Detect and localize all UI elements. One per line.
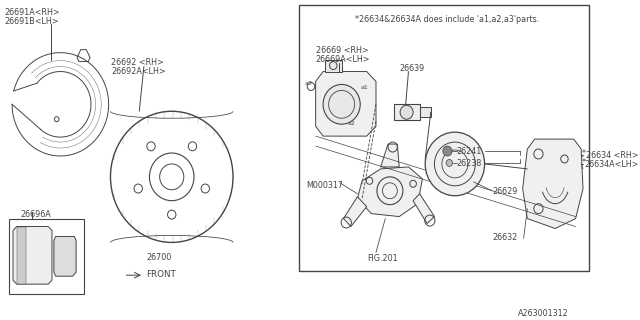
Bar bbox=[325, 60, 342, 72]
Text: *26634&26634A does include 'a1,a2,a3'parts.: *26634&26634A does include 'a1,a2,a3'par… bbox=[355, 15, 539, 24]
Text: 26700: 26700 bbox=[147, 253, 172, 262]
Text: FIG.201: FIG.201 bbox=[367, 254, 398, 263]
Circle shape bbox=[400, 105, 413, 119]
Polygon shape bbox=[381, 144, 399, 167]
Text: 26691A<RH>: 26691A<RH> bbox=[4, 8, 60, 17]
Text: 26634A<LH>: 26634A<LH> bbox=[584, 160, 638, 169]
Text: 26629: 26629 bbox=[492, 187, 517, 196]
Bar bbox=[17, 227, 26, 284]
Text: 26634 <RH>: 26634 <RH> bbox=[586, 151, 638, 160]
Text: a2: a2 bbox=[348, 121, 355, 126]
Text: 26691B<LH>: 26691B<LH> bbox=[4, 17, 59, 26]
Text: a3: a3 bbox=[305, 82, 312, 86]
Polygon shape bbox=[344, 197, 367, 227]
Circle shape bbox=[446, 159, 452, 166]
Polygon shape bbox=[54, 236, 76, 276]
Bar bbox=[10, 219, 84, 294]
Text: 26632: 26632 bbox=[492, 234, 517, 243]
Text: 26692 <RH>: 26692 <RH> bbox=[111, 58, 164, 67]
Text: M000317: M000317 bbox=[307, 181, 343, 190]
Polygon shape bbox=[357, 167, 422, 217]
Text: 26696A: 26696A bbox=[20, 210, 51, 219]
Text: 26241: 26241 bbox=[457, 147, 482, 156]
Bar bbox=[394, 104, 420, 120]
Text: FRONT: FRONT bbox=[146, 270, 175, 279]
Circle shape bbox=[425, 132, 484, 196]
Text: 26639: 26639 bbox=[399, 64, 424, 73]
Text: 26669A<LH>: 26669A<LH> bbox=[316, 55, 370, 64]
Text: 26669 <RH>: 26669 <RH> bbox=[316, 46, 368, 55]
Text: A263001312: A263001312 bbox=[518, 309, 569, 318]
Polygon shape bbox=[413, 194, 435, 224]
Text: *: * bbox=[582, 158, 586, 167]
Text: a1: a1 bbox=[360, 85, 368, 91]
Circle shape bbox=[323, 84, 360, 124]
Text: 26238: 26238 bbox=[457, 159, 482, 168]
Text: *: * bbox=[582, 149, 586, 158]
Polygon shape bbox=[523, 139, 583, 228]
Polygon shape bbox=[13, 227, 52, 284]
Bar bbox=[299, 5, 589, 271]
Circle shape bbox=[443, 146, 452, 156]
Text: 26692A<LH>: 26692A<LH> bbox=[111, 67, 166, 76]
Polygon shape bbox=[316, 72, 376, 136]
Bar bbox=[420, 107, 431, 117]
